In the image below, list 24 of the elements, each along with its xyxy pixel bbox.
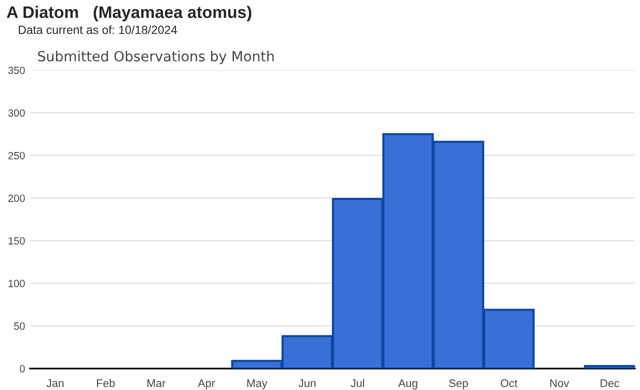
x-tick-label: Jul bbox=[350, 378, 364, 388]
x-tick-label: Feb bbox=[97, 378, 115, 388]
chart-title: A Diatom (Mayamaea atomus) bbox=[6, 6, 252, 22]
y-tick-label: 150 bbox=[8, 237, 25, 245]
y-tick-label: 100 bbox=[8, 280, 25, 288]
x-tick-label: Jun bbox=[298, 379, 316, 388]
text: Submitted Observations by Month bbox=[38, 50, 274, 64]
y-tick-label: 0 bbox=[20, 365, 25, 372]
x-tick-label: May bbox=[247, 379, 268, 390]
x-tick-label: Aug bbox=[398, 379, 418, 390]
chart-subtitle: Data current as of: 10/18/2024 bbox=[18, 25, 178, 34]
bar bbox=[584, 364, 635, 369]
x-tick-label: Oct bbox=[500, 379, 518, 388]
y-tick-label: 50 bbox=[14, 322, 25, 330]
x-tick-label: Dec bbox=[600, 379, 620, 388]
y-tick-label: 350 bbox=[8, 66, 25, 74]
y-tick-label: 250 bbox=[8, 152, 25, 160]
x-tick-label: Mar bbox=[147, 379, 166, 388]
x-tick-label: Apr bbox=[198, 379, 215, 390]
y-tick-label: 200 bbox=[8, 194, 25, 202]
x-tick-label: Jan bbox=[46, 379, 64, 388]
y-tick-label: 300 bbox=[8, 109, 25, 117]
x-tick-label: Sep bbox=[449, 379, 468, 390]
x-tick-label: Nov bbox=[550, 379, 570, 388]
